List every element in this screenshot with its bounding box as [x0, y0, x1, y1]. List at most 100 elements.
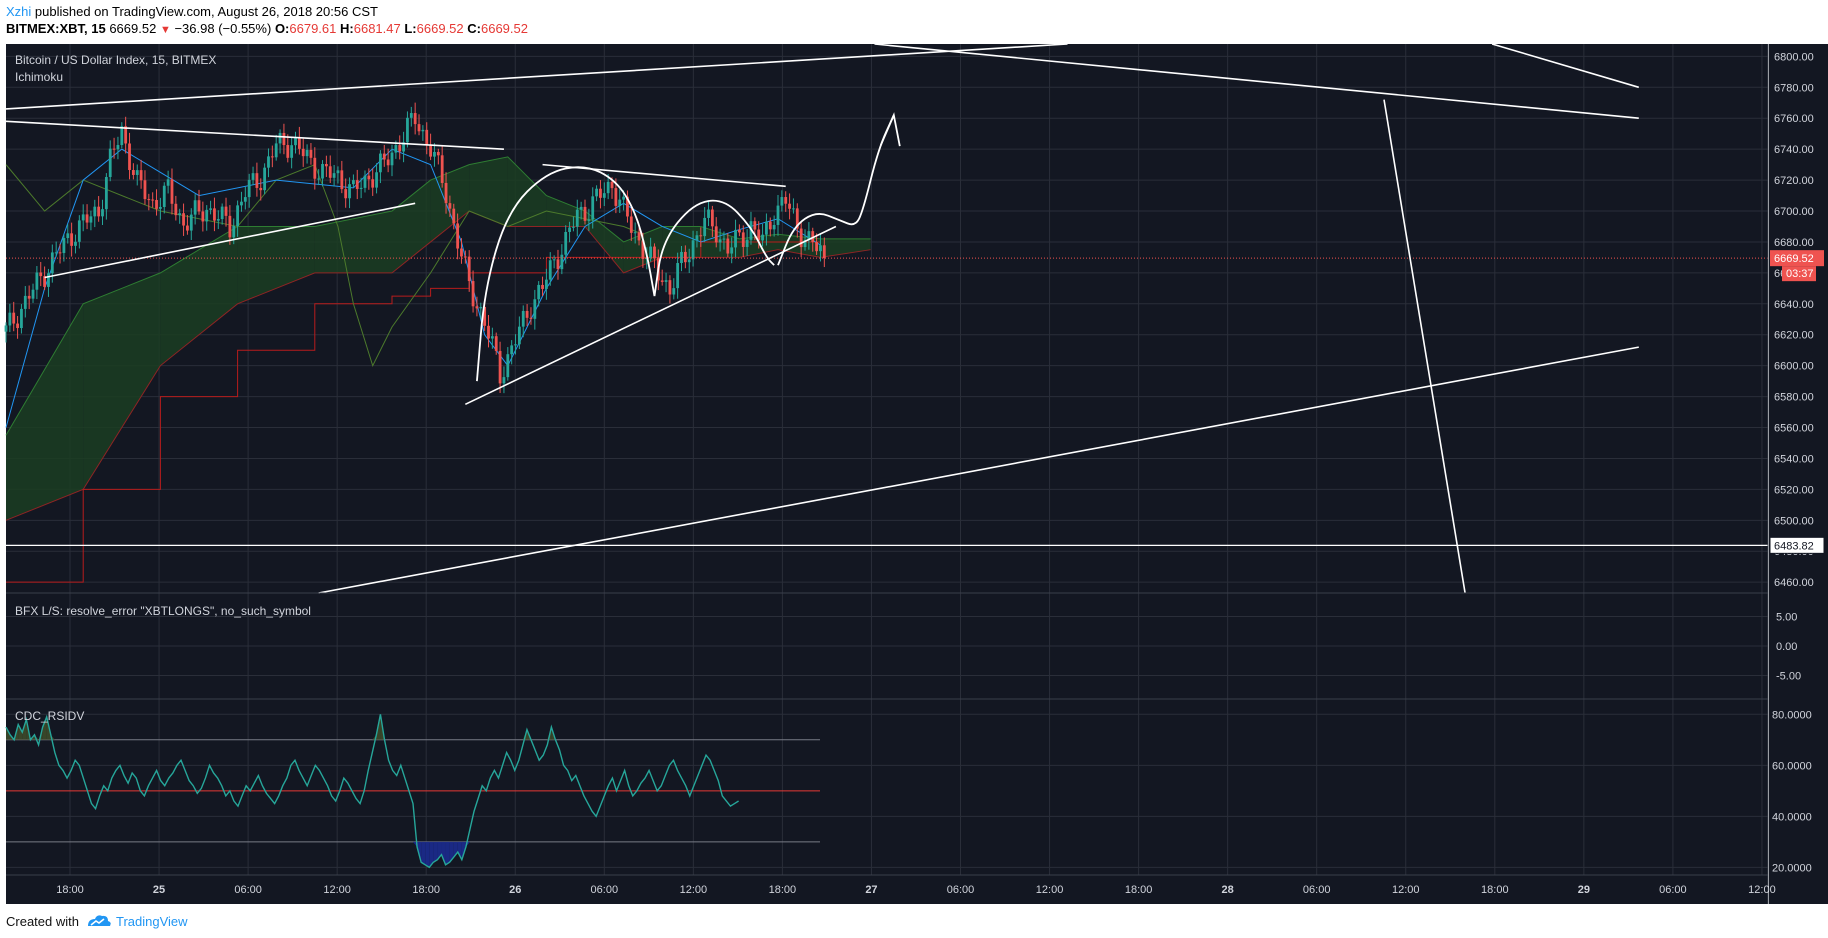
candle: [703, 207, 707, 243]
candle: [205, 205, 209, 231]
candle: [209, 200, 212, 215]
last-price: 6669.52: [109, 21, 157, 36]
candle: [533, 289, 537, 330]
countdown-tag: [1782, 266, 1816, 282]
candle: [653, 243, 656, 269]
candle: [371, 168, 375, 196]
candle: [151, 192, 155, 208]
rsi-tick-label: 80.0000: [1772, 709, 1812, 721]
price-axis[interactable]: 6460.006480.006500.006520.006540.006560.…: [1769, 44, 1828, 904]
candle: [710, 205, 714, 237]
author-link[interactable]: Xzhi: [6, 4, 32, 19]
candle: [58, 243, 62, 264]
candle: [74, 234, 77, 254]
candle: [772, 215, 776, 237]
candle: [324, 155, 328, 177]
chart-canvas[interactable]: 6460.006480.006500.006520.006540.006560.…: [0, 44, 1828, 904]
candle: [216, 210, 220, 230]
candle: [564, 225, 568, 264]
candle: [8, 303, 12, 333]
time-tick-label: 06:00: [591, 884, 619, 896]
trend-line: [874, 44, 1639, 120]
candle: [286, 134, 290, 163]
candle: [556, 249, 560, 280]
candle: [186, 215, 189, 235]
candle: [274, 134, 278, 161]
candle: [85, 204, 89, 230]
time-tick-label: 12:00: [1392, 884, 1420, 896]
candle: [321, 160, 324, 187]
candle: [131, 163, 135, 180]
ichimoku-cloud: [5, 156, 871, 521]
rsi-line: [5, 714, 739, 869]
bfx-tick-label: 5.00: [1776, 612, 1797, 624]
bfx-tick-label: -5.00: [1776, 671, 1801, 683]
candle: [440, 146, 444, 188]
rsi-pane-title: CDC_RSIDV: [15, 709, 84, 723]
candle: [23, 286, 27, 318]
candle: [738, 224, 741, 237]
candle: [583, 199, 587, 225]
candle: [101, 199, 104, 225]
candle: [471, 270, 475, 313]
candle: [39, 261, 43, 287]
cloud-segment: [469, 156, 508, 227]
cloud-segment: [546, 195, 585, 227]
bfx-tick-label: 0.00: [1776, 641, 1797, 653]
close-value: 6669.52: [480, 21, 528, 36]
candle: [4, 322, 8, 343]
candle: [189, 208, 193, 241]
candle: [66, 224, 70, 244]
candle: [815, 233, 818, 255]
time-tick-label: 12:00: [680, 884, 708, 896]
candle: [282, 123, 286, 155]
time-tick-label: 29: [1578, 884, 1590, 896]
time-axis[interactable]: 18:00 25 06:00 12:00 18:00 26 06:00 12:00 18:00 2…: [56, 884, 1775, 896]
time-tick-label: 06:00: [234, 884, 262, 896]
price-tick-label: 6560.00: [1774, 423, 1814, 435]
sketch-arc: [777, 114, 895, 266]
candle: [436, 148, 440, 165]
tradingview-link[interactable]: TradingView: [116, 914, 188, 929]
price-tick-label: 6640.00: [1774, 299, 1814, 311]
chikou-line: [5, 163, 644, 368]
rsi-oversold-fill: [449, 841, 454, 863]
trend-line: [1491, 44, 1640, 89]
candle: [425, 122, 429, 155]
rsi-oversold-fill: [433, 841, 438, 863]
rsi-overbought-fill: [42, 716, 47, 740]
cloud-segment: [820, 238, 871, 258]
candle: [579, 201, 583, 220]
price-tick-label: 6460.00: [1774, 577, 1814, 589]
price-tick-label: 6500.00: [1774, 515, 1814, 527]
candle: [498, 341, 502, 393]
price-lines: [6, 257, 1768, 546]
change-text: −36.98 (−0.55%): [174, 21, 272, 36]
candle: [143, 170, 147, 205]
candle: [803, 229, 807, 251]
main-pane-title: Bitcoin / US Dollar Index, 15, BITMEX: [15, 53, 216, 67]
candle: [35, 266, 39, 300]
candle: [305, 144, 309, 164]
candle: [27, 285, 31, 310]
candle: [444, 172, 448, 214]
candle: [788, 193, 791, 220]
time-tick-label: 06:00: [947, 884, 975, 896]
candle: [70, 222, 74, 257]
candle: [626, 190, 629, 223]
time-tick-label: 26: [509, 884, 521, 896]
time-tick-label: 27: [865, 884, 877, 896]
candle: [730, 237, 734, 264]
rsi-overbought-fill: [18, 724, 23, 740]
candle: [672, 278, 676, 300]
candle: [297, 126, 301, 155]
chart-background: [6, 44, 1768, 904]
publish-header: Xzhi published on TradingView.com, Augus…: [0, 0, 1828, 44]
sketch-arc: [653, 199, 775, 297]
candle: [193, 194, 197, 225]
candle: [43, 266, 46, 291]
countdown-tag-text: 03:37: [1786, 268, 1814, 280]
candle: [676, 252, 680, 299]
candle: [726, 233, 730, 258]
candle: [135, 164, 139, 186]
